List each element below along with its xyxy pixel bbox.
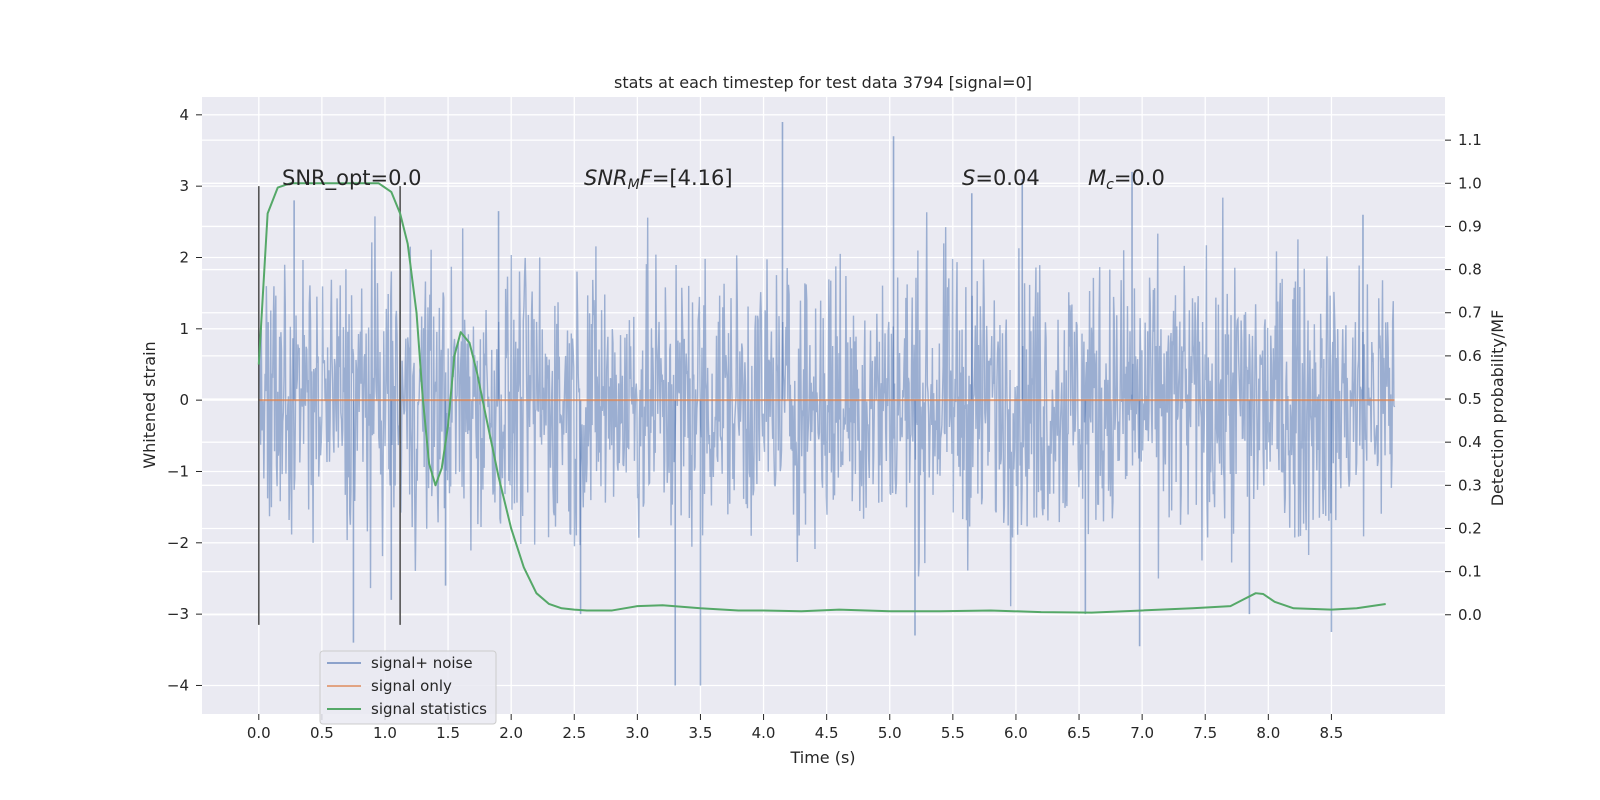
- x-tick-label-16: 8.0: [1256, 724, 1280, 742]
- y-tick-label-6: 2: [179, 248, 189, 266]
- x-tick-label-9: 4.5: [815, 724, 839, 742]
- y-right-tick-label-5: 0.5: [1458, 390, 1482, 408]
- y-right-axis-ticks: 0.0 0.1 0.2 0.3 0.4 0.5 0.6 0.7 0.8 0.9 1.0 1.1: [1445, 131, 1482, 624]
- x-tick-label-6: 3.0: [625, 724, 649, 742]
- annotation-snr-mf: SNRMF=[4.16]: [584, 166, 733, 193]
- y-right-tick-label-0: 0.0: [1458, 606, 1482, 624]
- y-right-tick-label-7: 0.7: [1458, 304, 1482, 322]
- y-right-tick-label-6: 0.6: [1458, 347, 1482, 365]
- y-right-tick-label-9: 0.9: [1458, 217, 1482, 235]
- x-tick-label-10: 5.0: [878, 724, 902, 742]
- annotation-mc: Mc=0.0: [1088, 166, 1165, 193]
- y-right-axis-label: Detection probability/MF: [1488, 310, 1507, 507]
- annotation-s: S=0.04: [962, 166, 1040, 190]
- y-right-tick-label-2: 0.2: [1458, 519, 1482, 537]
- noise-line: [258, 197, 1396, 607]
- annotation-snr-mf-value: =[4.16]: [652, 166, 733, 190]
- annotation-mc-value: =0.0: [1114, 166, 1165, 190]
- marker-lines: [257, 186, 401, 625]
- y-tick-label-1: −3: [167, 605, 189, 623]
- x-tick-label-1: 0.5: [310, 724, 334, 742]
- statistics-line: [257, 182, 1386, 614]
- series-signal-statistics: [257, 182, 1386, 614]
- x-tick-label-5: 2.5: [562, 724, 586, 742]
- y-tick-label-5: 1: [179, 320, 189, 338]
- y-right-tick-label-1: 0.1: [1458, 563, 1482, 581]
- x-tick-label-2: 1.0: [373, 724, 397, 742]
- x-tick-label-13: 6.5: [1067, 724, 1091, 742]
- x-tick-label-17: 8.5: [1319, 724, 1343, 742]
- y-tick-label-2: −2: [167, 534, 189, 552]
- legend-label-signal: signal only: [371, 677, 452, 695]
- y-axis-ticks: −4 −3 −2 −1 0 1 2 3 4: [167, 106, 202, 694]
- y-axis-label: Whitened strain: [140, 341, 159, 468]
- x-axis-label: Time (s): [789, 748, 855, 767]
- legend: signal+ noise signal only signal statist…: [319, 650, 497, 725]
- svg-text:SNRMF=[4.16]: SNRMF=[4.16]: [584, 166, 733, 193]
- legend-box: [319, 650, 497, 725]
- x-tick-label-3: 1.5: [436, 724, 460, 742]
- x-tick-label-7: 3.5: [689, 724, 713, 742]
- series-signal-plus-noise: [258, 121, 1396, 686]
- x-tick-label-0: 0.0: [247, 724, 271, 742]
- y-tick-label-8: 4: [179, 106, 189, 124]
- legend-label-noise: signal+ noise: [371, 654, 473, 672]
- annotation-s-value: =0.04: [975, 166, 1039, 190]
- x-tick-label-15: 7.5: [1193, 724, 1217, 742]
- x-tick-label-12: 6.0: [1004, 724, 1028, 742]
- y-right-tick-label-3: 0.3: [1458, 476, 1482, 494]
- y-tick-label-7: 3: [179, 177, 189, 195]
- y-tick-label-0: −4: [167, 676, 189, 694]
- chart-title: stats at each timestep for test data 379…: [614, 73, 1032, 92]
- annotation-snr-opt: SNR_opt=0.0: [282, 166, 422, 191]
- legend-label-stats: signal statistics: [371, 700, 487, 718]
- x-tick-label-4: 2.0: [499, 724, 523, 742]
- x-tick-label-8: 4.0: [752, 724, 776, 742]
- y-right-tick-label-4: 0.4: [1458, 433, 1482, 451]
- y-right-tick-label-11: 1.1: [1458, 131, 1482, 149]
- x-tick-label-11: 5.5: [941, 724, 965, 742]
- svg-text:Mc=0.0: Mc=0.0: [1088, 166, 1165, 193]
- y-tick-label-4: 0: [179, 391, 189, 409]
- x-tick-label-14: 7.0: [1130, 724, 1154, 742]
- y-tick-label-3: −1: [167, 462, 189, 480]
- y-right-tick-label-8: 0.8: [1458, 261, 1482, 279]
- y-right-tick-label-10: 1.0: [1458, 174, 1482, 192]
- svg-text:S=0.04: S=0.04: [962, 166, 1040, 190]
- x-axis-ticks: 0.0 0.5 1.0 1.5 2.0 2.5 3.0 3.5 4.0 4.5 5.0 5.5 6.0 6…: [247, 714, 1343, 742]
